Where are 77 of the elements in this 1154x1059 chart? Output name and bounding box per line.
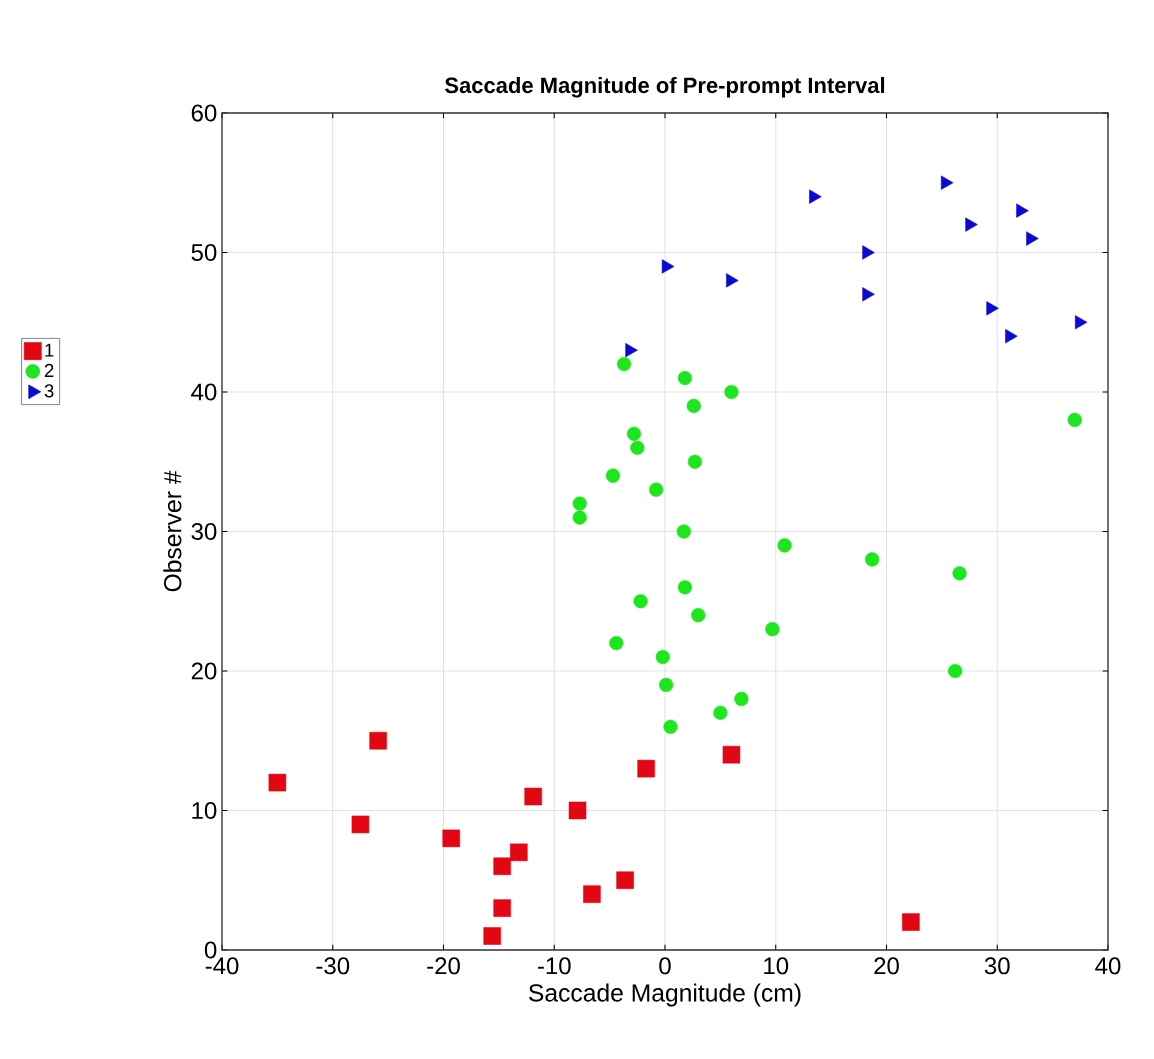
point: [948, 663, 963, 679]
point: [722, 745, 741, 764]
point: [351, 815, 370, 834]
point: [268, 773, 287, 792]
point: [369, 731, 387, 750]
y-tick-label: 0: [204, 941, 217, 959]
point: [568, 801, 587, 820]
y-tick-label: 50: [191, 243, 217, 261]
point: [777, 538, 792, 553]
y-tick-label: 20: [191, 662, 217, 680]
point: [952, 566, 967, 581]
x-axis-title: Saccade Magnitude (cm): [529, 983, 801, 1007]
point: [965, 217, 978, 232]
point: [726, 273, 739, 288]
point: [630, 440, 645, 455]
point: [1016, 203, 1029, 218]
point: [687, 454, 703, 469]
point: [510, 843, 528, 862]
point: [902, 913, 920, 931]
point: [493, 857, 511, 876]
x-tick-label: 10: [764, 957, 789, 975]
x-tick-label: 0: [659, 957, 671, 975]
x-tick-label: -40: [205, 957, 239, 975]
point: [677, 580, 693, 595]
point: [572, 496, 587, 511]
point: [483, 927, 501, 945]
y-tick-label: 10: [192, 801, 217, 819]
point: [524, 787, 542, 806]
point: [658, 677, 674, 693]
point: [765, 622, 780, 637]
point: [986, 301, 999, 316]
point: [605, 468, 621, 483]
point: [691, 608, 706, 623]
point: [809, 189, 822, 204]
point: [724, 384, 739, 400]
point: [677, 370, 693, 386]
y-tick-label: 40: [191, 383, 217, 401]
point: [572, 510, 587, 525]
point: [713, 705, 728, 720]
legend-label: 2: [44, 363, 54, 377]
x-tick-label: -30: [316, 957, 350, 975]
chart-title: Saccade Magnitude of Pre-prompt Interval: [444, 77, 885, 98]
point: [655, 649, 670, 665]
y-tick-label: 60: [191, 104, 217, 122]
point: [442, 829, 461, 848]
point: [734, 691, 749, 706]
y-axis-title: Observer #: [163, 470, 182, 592]
x-tick-label: 40: [1095, 957, 1121, 975]
x-tick-label: -10: [537, 957, 571, 975]
point: [1005, 329, 1018, 344]
point: [862, 245, 875, 260]
point: [626, 426, 642, 441]
point: [616, 356, 632, 372]
legend-label: 3: [44, 384, 54, 398]
point: [864, 552, 880, 567]
point: [616, 871, 634, 890]
x-tick-label: 30: [984, 957, 1010, 975]
point: [663, 719, 678, 734]
point: [633, 594, 648, 609]
point: [583, 885, 601, 903]
point: [661, 259, 675, 274]
point: [686, 398, 701, 414]
point: [625, 343, 638, 358]
point: [862, 287, 875, 302]
point: [1067, 412, 1082, 427]
point: [1026, 231, 1039, 246]
point: [940, 175, 954, 190]
legend-label: 1: [45, 343, 54, 357]
point: [649, 482, 664, 497]
point: [493, 899, 511, 917]
x-tick-label: -20: [427, 957, 460, 975]
point: [637, 759, 655, 778]
y-tick-label: 30: [191, 522, 217, 540]
point: [609, 635, 624, 651]
x-tick-label: 20: [874, 957, 899, 975]
point: [676, 524, 691, 539]
point: [1074, 315, 1088, 330]
